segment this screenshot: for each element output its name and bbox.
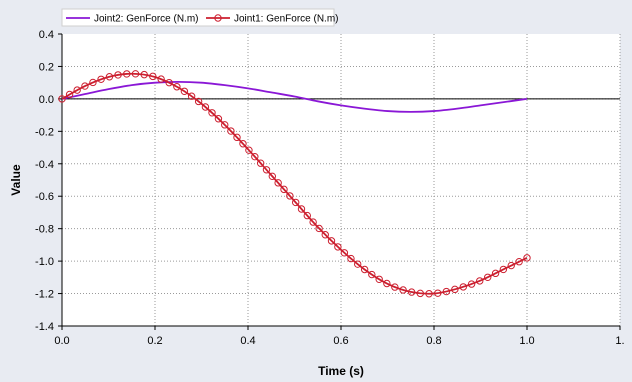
series-2-marker: [391, 283, 399, 291]
series-line-1: [61, 80, 528, 113]
series-2-marker: [315, 224, 323, 233]
x-tick-label: 1.: [615, 335, 624, 347]
y-tick-label: -0.8: [35, 224, 54, 236]
series-2-marker: [499, 265, 508, 274]
series-2-marker: [334, 243, 342, 251]
series-2-marker: [157, 75, 165, 83]
series-2-marker: [131, 70, 140, 78]
series-2-marker: [58, 95, 66, 103]
series-2-marker: [81, 82, 89, 90]
series-2-marker: [251, 152, 259, 161]
series-2-marker: [65, 90, 74, 99]
series-2-marker: [399, 286, 407, 294]
series-2-marker: [360, 265, 369, 274]
series-2-marker: [239, 140, 247, 148]
series-2-marker: [476, 277, 484, 285]
x-tick-label: 0.6: [333, 335, 348, 347]
series-2-marker: [507, 261, 515, 270]
series-2-marker: [442, 287, 451, 296]
x-tick-label: 0.2: [147, 335, 162, 347]
series-2-marker: [291, 198, 300, 207]
series-2-marker: [353, 260, 362, 268]
series-2-marker: [187, 92, 196, 100]
series-2-marker: [375, 275, 383, 283]
series-2-marker: [268, 172, 277, 181]
x-tick-label: 1.0: [519, 335, 534, 347]
series-2-marker: [347, 254, 355, 263]
series-2-marker: [425, 290, 433, 298]
x-tick-label: 0.0: [54, 335, 69, 347]
series-2-marker: [214, 115, 223, 123]
legend-box: [61, 8, 335, 27]
series-2-marker: [201, 103, 210, 111]
series-2-marker: [89, 78, 97, 87]
series-2-marker: [149, 72, 157, 81]
series-2-marker: [114, 71, 122, 79]
y-tick-label: -1.2: [35, 289, 54, 301]
series-2-marker: [383, 279, 391, 288]
series-2-marker: [180, 87, 189, 95]
legend-label-2: Joint1: GenForce (N.m): [234, 14, 338, 25]
series-2-marker: [297, 205, 306, 213]
y-tick-label: -0.2: [35, 126, 54, 138]
y-tick-label: -1.4: [35, 321, 54, 333]
series-2-marker: [286, 192, 294, 200]
series-2-marker: [491, 269, 500, 278]
series-2-marker: [340, 249, 349, 257]
series-2-marker: [327, 237, 336, 245]
series-2-marker: [97, 75, 105, 83]
series-2-marker: [434, 289, 442, 297]
series-2-marker: [321, 231, 329, 239]
series-2-marker: [459, 283, 467, 291]
y-tick-label: -1.0: [35, 256, 54, 268]
y-tick-label: 0.2: [39, 61, 54, 73]
legend-marker-2: [214, 14, 222, 22]
x-axis-title: Time (s): [318, 364, 364, 378]
series-2-marker: [368, 270, 376, 279]
series-2-marker: [227, 127, 235, 135]
series-2-marker: [407, 288, 416, 296]
y-tick-label: -0.6: [35, 191, 54, 203]
series-2-marker: [467, 280, 476, 288]
x-tick-label: 0.8: [426, 335, 441, 347]
series-2-marker: [105, 73, 114, 81]
series-2-marker: [73, 86, 81, 94]
series-2-marker: [256, 159, 265, 167]
series-2-marker: [274, 179, 282, 187]
series-2-marker: [451, 285, 459, 294]
series-2-marker: [221, 121, 229, 129]
series-2-marker: [123, 70, 131, 78]
series-2-marker: [140, 70, 148, 79]
y-tick-label: 0.0: [39, 94, 54, 106]
series-2-marker: [416, 289, 424, 298]
series-2-marker: [165, 78, 173, 87]
series-2-marker: [208, 109, 216, 117]
series-2-marker: [173, 83, 181, 91]
series-2-marker: [194, 97, 203, 106]
series-2-marker: [262, 166, 271, 174]
series-2-marker: [245, 146, 253, 154]
series-2-marker: [233, 133, 241, 142]
series-2-marker: [515, 258, 523, 266]
series-2-marker: [484, 273, 492, 281]
y-tick-label: -0.4: [35, 159, 54, 171]
series-2-marker: [523, 254, 531, 262]
series-2-marker: [303, 211, 311, 220]
series-2-marker: [309, 218, 317, 226]
legend-label-1: Joint2: GenForce (N.m): [94, 14, 198, 25]
series-2-marker: [280, 185, 288, 194]
y-tick-label: 0.4: [39, 29, 54, 41]
x-tick-label: 0.4: [240, 335, 255, 347]
y-axis-title: Value: [9, 164, 23, 196]
